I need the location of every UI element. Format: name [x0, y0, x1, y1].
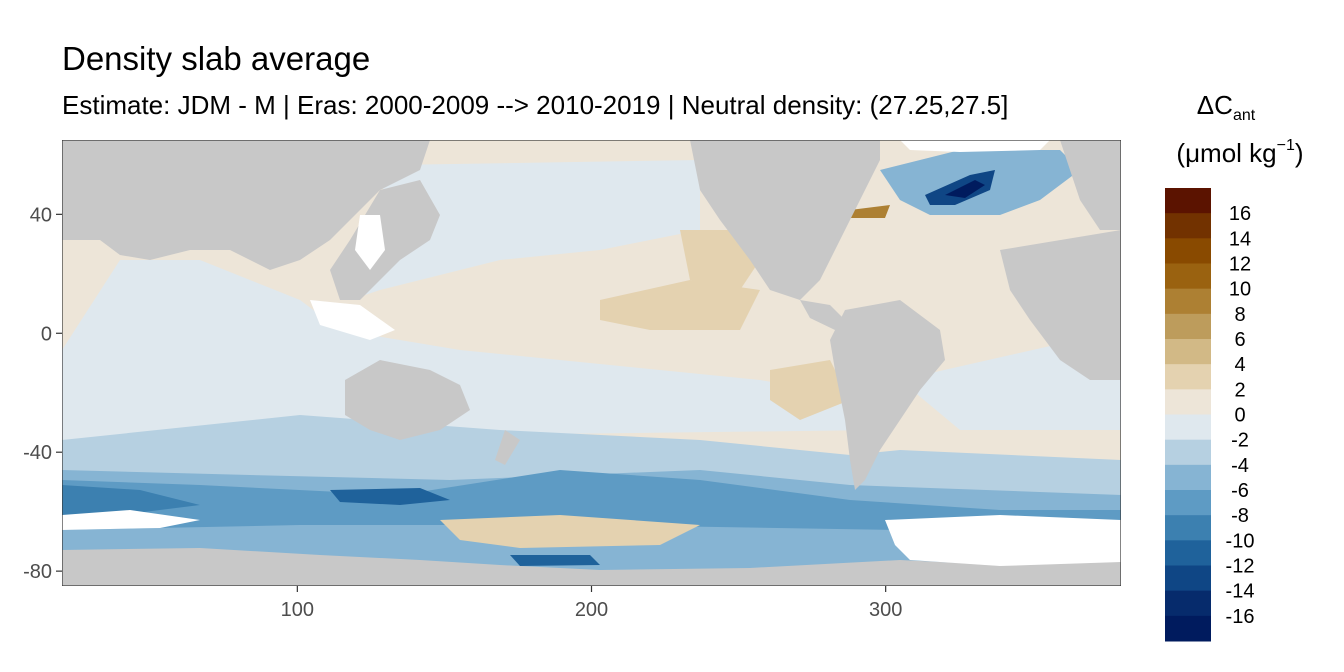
land-new-zealand: [495, 430, 520, 465]
land-australia: [345, 360, 470, 440]
legend-label: 14: [1229, 228, 1251, 250]
legend-swatch: [1165, 339, 1211, 365]
north-atlantic-core: [945, 180, 985, 198]
y-tick-label: -40: [23, 442, 52, 464]
legend-label: -14: [1226, 581, 1255, 603]
pacific-warm-patch-3: [770, 360, 850, 420]
ross-sea-patch: [440, 515, 700, 548]
legend-label: 0: [1234, 405, 1245, 427]
indian-ocean-region: [62, 260, 880, 440]
southern-band-3: [62, 470, 1121, 540]
legend-label: 6: [1234, 329, 1245, 351]
pacific-warm-patch-1: [600, 280, 760, 330]
legend-label: -10: [1226, 530, 1255, 552]
no-data-indonesia: [310, 300, 395, 340]
map-panel: [62, 140, 1121, 586]
legend-labels: 16 14 12 10 8 6 4 2 0 -2 -4 -6 -8 -10 -12 -14 -16: [1226, 203, 1255, 628]
southern-band-5: [330, 488, 450, 505]
legend-swatch: [1165, 565, 1211, 592]
legend-swatch: [1165, 540, 1211, 566]
legend-unit: (μmol kg−1): [1176, 137, 1303, 168]
no-data-areas: [62, 140, 1121, 566]
y-tick-label: -80: [23, 561, 52, 583]
x-tick-label: 200: [575, 599, 608, 621]
y-tick-label: 40: [30, 204, 52, 226]
y-axis: 40 0 -40 -80: [23, 204, 62, 583]
legend-swatch: [1165, 389, 1211, 415]
southern-band-4: [62, 485, 200, 520]
land-africa: [62, 140, 430, 270]
legend-swatch: [1165, 288, 1211, 315]
legend-label: 12: [1229, 254, 1251, 276]
chart-subtitle: Estimate: JDM - M | Eras: 2000-2009 --> …: [62, 90, 1009, 120]
legend-label: 2: [1234, 379, 1245, 401]
chart-title: Density slab average: [62, 40, 371, 77]
north-atlantic-warm: [850, 205, 890, 218]
x-tick-label: 300: [869, 599, 902, 621]
legend-unit-suffix: ): [1295, 138, 1304, 168]
legend-swatches: [1165, 188, 1211, 642]
legend-label: 10: [1229, 279, 1251, 301]
land-central-america: [800, 300, 845, 330]
no-data-east-asia: [355, 215, 385, 270]
land-europe: [1060, 140, 1121, 230]
legend-swatch: [1165, 515, 1211, 541]
legend-swatch: [1165, 188, 1211, 214]
y-tick-label: 0: [41, 323, 52, 345]
legend-title-main: ΔC: [1197, 90, 1233, 120]
legend-swatch: [1165, 439, 1211, 466]
legend-swatch: [1165, 464, 1211, 491]
no-data-southern-strip: [62, 510, 200, 530]
no-data-antarctic-peninsula: [885, 515, 1121, 566]
legend-title: ΔCant: [1197, 90, 1256, 124]
legend-label: -12: [1226, 556, 1255, 578]
legend-swatch: [1165, 263, 1211, 290]
no-data-arctic-1: [900, 140, 1050, 152]
legend-swatch: [1165, 213, 1211, 239]
legend-swatch: [1165, 490, 1211, 516]
land-africa-east: [1000, 230, 1121, 380]
legend-unit-prefix: (μmol kg: [1176, 138, 1276, 168]
land-east-asia: [330, 180, 440, 300]
x-axis: 100 200 300: [281, 586, 902, 621]
legend-title-sub: ant: [1233, 107, 1256, 124]
weddell-deep-patch: [510, 555, 600, 566]
legend-swatch: [1165, 414, 1211, 441]
legend-swatch: [1165, 364, 1211, 390]
legend-label: -8: [1231, 505, 1249, 527]
legend-label: -16: [1226, 606, 1255, 628]
legend-label: -4: [1231, 455, 1249, 477]
legend-label: 8: [1234, 304, 1245, 326]
legend-label: 4: [1234, 354, 1245, 376]
legend-unit-exp: −1: [1277, 137, 1295, 154]
land-north-america: [690, 140, 880, 300]
legend-label: 16: [1229, 203, 1251, 225]
land-antarctica: [62, 548, 1121, 586]
legend-label: -6: [1231, 480, 1249, 502]
land-masses: [62, 140, 1121, 586]
legend-label: -2: [1231, 430, 1249, 452]
legend: ΔCant (μmol kg−1) 16 14 12 10 8 6 4 2 0 -2 -4 -6 -8 -…: [1165, 90, 1304, 642]
x-tick-label: 100: [281, 599, 314, 621]
legend-swatch: [1165, 615, 1211, 642]
land-south-america: [830, 300, 945, 490]
legend-swatch: [1165, 238, 1211, 264]
legend-swatch: [1165, 313, 1211, 340]
legend-swatch: [1165, 590, 1211, 617]
